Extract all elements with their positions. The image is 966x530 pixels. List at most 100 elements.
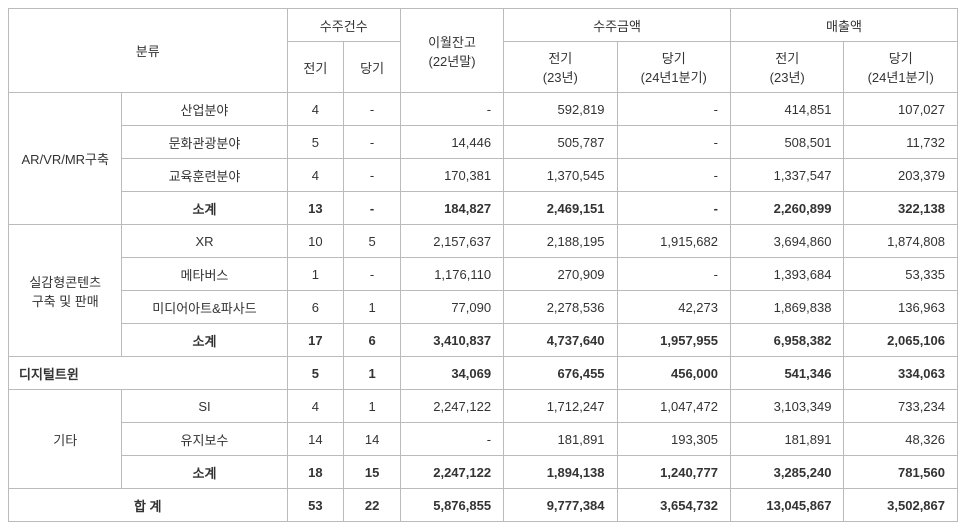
cell-oa-curr: 1,957,955 [617, 324, 730, 357]
cell-oa-prev: 1,370,545 [504, 159, 617, 192]
cell-rev-curr: 53,335 [844, 258, 958, 291]
cell-carry: 2,247,122 [400, 390, 503, 423]
cell-oa-prev: 1,894,138 [504, 456, 617, 489]
cell-oa-curr: 1,915,682 [617, 225, 730, 258]
table-row: AR/VR/MR구축산업분야4--592,819-414,851107,027 [9, 93, 958, 126]
cell-cnt-curr: - [344, 258, 401, 291]
subtotal-row: 소계1763,410,8374,737,6401,957,9556,958,38… [9, 324, 958, 357]
cell-rev-curr: 203,379 [844, 159, 958, 192]
cell-rev-prev: 2,260,899 [730, 192, 843, 225]
cell-oa-curr: 1,047,472 [617, 390, 730, 423]
row-label: 산업분야 [122, 93, 287, 126]
header-revenue-curr: 당기 (24년1분기) [844, 42, 958, 93]
subtotal-label: 소계 [122, 456, 287, 489]
header-category: 분류 [9, 9, 288, 93]
cell-rev-curr: 334,063 [844, 357, 958, 390]
order-revenue-table: 분류 수주건수 이월잔고 (22년말) 수주금액 매출액 전기 당기 전기 (2… [8, 8, 958, 522]
cell-carry: 34,069 [400, 357, 503, 390]
cell-cnt-prev: 4 [287, 390, 344, 423]
cell-cnt-curr: 1 [344, 390, 401, 423]
cell-cnt-prev: 5 [287, 126, 344, 159]
header-revenue-prev: 전기 (23년) [730, 42, 843, 93]
row-label: 교육훈련분야 [122, 159, 287, 192]
cell-rev-curr: 2,065,106 [844, 324, 958, 357]
cell-cnt-prev: 14 [287, 423, 344, 456]
cell-cnt-prev: 18 [287, 456, 344, 489]
row-label: 유지보수 [122, 423, 287, 456]
header-orderamount-curr: 당기 (24년1분기) [617, 42, 730, 93]
cell-cnt-curr: - [344, 192, 401, 225]
cell-oa-prev: 505,787 [504, 126, 617, 159]
cell-carry: - [400, 423, 503, 456]
header-orderamount-prev: 전기 (23년) [504, 42, 617, 93]
table-row: 기타SI412,247,1221,712,2471,047,4723,103,3… [9, 390, 958, 423]
header-carryover: 이월잔고 (22년말) [400, 9, 503, 93]
cell-cnt-prev: 5 [287, 357, 344, 390]
row-label: SI [122, 390, 287, 423]
group-name: 디지털트윈 [9, 357, 288, 390]
cell-oa-prev: 2,278,536 [504, 291, 617, 324]
header-orderamount: 수주금액 [504, 9, 731, 42]
cell-rev-curr: 48,326 [844, 423, 958, 456]
cell-carry: 2,157,637 [400, 225, 503, 258]
table-row: 디지털트윈5134,069676,455456,000541,346334,06… [9, 357, 958, 390]
cell-carry: 184,827 [400, 192, 503, 225]
header-ordercount-curr: 당기 [344, 42, 401, 93]
cell-cnt-prev: 17 [287, 324, 344, 357]
cell-oa-curr: - [617, 192, 730, 225]
cell-oa-prev: 2,188,195 [504, 225, 617, 258]
group-name: 실감형콘텐츠 구축 및 판매 [9, 225, 122, 357]
cell-oa-curr: 42,273 [617, 291, 730, 324]
cell-oa-curr: - [617, 159, 730, 192]
cell-rev-prev: 1,869,838 [730, 291, 843, 324]
cell-carry: - [400, 93, 503, 126]
table-row: 메타버스1-1,176,110270,909-1,393,68453,335 [9, 258, 958, 291]
cell-cnt-prev: 6 [287, 291, 344, 324]
cell-rev-curr: 322,138 [844, 192, 958, 225]
subtotal-row: 소계18152,247,1221,894,1381,240,7773,285,2… [9, 456, 958, 489]
cell-cnt-prev: 10 [287, 225, 344, 258]
cell-carry: 1,176,110 [400, 258, 503, 291]
cell-carry: 3,410,837 [400, 324, 503, 357]
subtotal-label: 소계 [122, 324, 287, 357]
cell-cnt-curr: 1 [344, 291, 401, 324]
total-label: 합 계 [9, 489, 288, 522]
cell-rev-curr: 11,732 [844, 126, 958, 159]
cell-oa-curr: - [617, 126, 730, 159]
cell-rev-curr: 781,560 [844, 456, 958, 489]
cell-oa-prev: 676,455 [504, 357, 617, 390]
cell-rev-prev: 414,851 [730, 93, 843, 126]
cell-cnt-curr: - [344, 159, 401, 192]
cell-rev-curr: 107,027 [844, 93, 958, 126]
cell-oa-curr: 1,240,777 [617, 456, 730, 489]
cell-rev-prev: 1,337,547 [730, 159, 843, 192]
group-name: 기타 [9, 390, 122, 489]
cell-rev-prev: 3,103,349 [730, 390, 843, 423]
cell-oa-prev: 2,469,151 [504, 192, 617, 225]
table-row: 유지보수1414-181,891193,305181,89148,326 [9, 423, 958, 456]
subtotal-row: 소계13-184,8272,469,151-2,260,899322,138 [9, 192, 958, 225]
cell-rev-curr: 1,874,808 [844, 225, 958, 258]
cell-cnt-curr: - [344, 126, 401, 159]
table-row: 미디어아트&파사드6177,0902,278,53642,2731,869,83… [9, 291, 958, 324]
header-ordercount-prev: 전기 [287, 42, 344, 93]
cell-cnt-prev: 53 [287, 489, 344, 522]
cell-rev-prev: 3,694,860 [730, 225, 843, 258]
cell-oa-prev: 4,737,640 [504, 324, 617, 357]
cell-rev-curr: 733,234 [844, 390, 958, 423]
group-name: AR/VR/MR구축 [9, 93, 122, 225]
cell-rev-prev: 3,285,240 [730, 456, 843, 489]
cell-cnt-curr: 22 [344, 489, 401, 522]
subtotal-label: 소계 [122, 192, 287, 225]
cell-carry: 14,446 [400, 126, 503, 159]
cell-oa-prev: 1,712,247 [504, 390, 617, 423]
cell-oa-prev: 592,819 [504, 93, 617, 126]
cell-rev-prev: 6,958,382 [730, 324, 843, 357]
cell-oa-prev: 9,777,384 [504, 489, 617, 522]
table-row: 교육훈련분야4-170,3811,370,545-1,337,547203,37… [9, 159, 958, 192]
cell-carry: 2,247,122 [400, 456, 503, 489]
cell-cnt-prev: 4 [287, 93, 344, 126]
cell-carry: 5,876,855 [400, 489, 503, 522]
header-ordercount: 수주건수 [287, 9, 400, 42]
total-row: 합 계53225,876,8559,777,3843,654,73213,045… [9, 489, 958, 522]
